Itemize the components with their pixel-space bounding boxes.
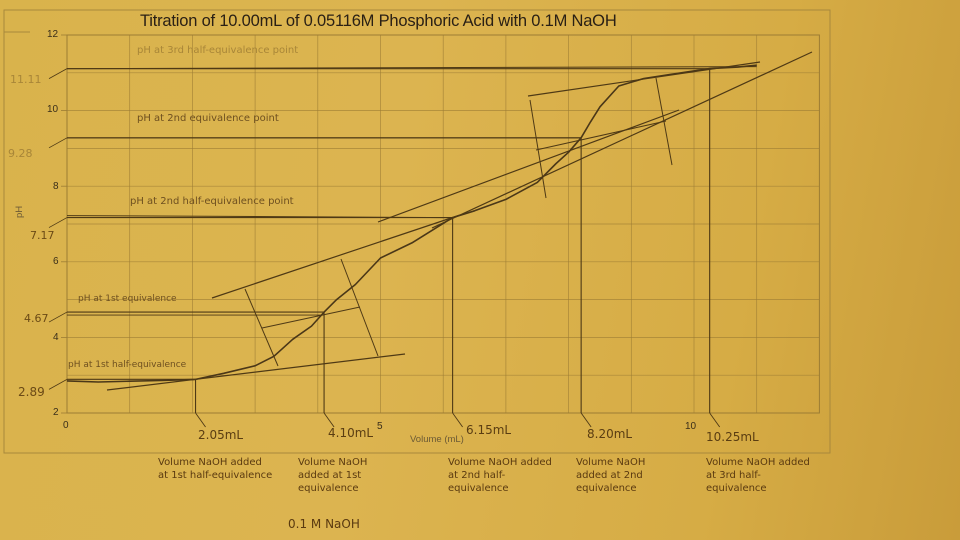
y-tick-8: 8: [53, 181, 59, 192]
x-axis-title: Volume (mL): [410, 434, 464, 445]
bottom-caption: 0.1 M NaOH: [288, 517, 360, 531]
label-first-half-equivalence: pH at 1st half-equivalence: [68, 360, 187, 370]
x-tick-10: 10: [685, 421, 697, 432]
label-first-equivalence: pH at 1st equivalence: [78, 294, 177, 304]
y-annotation-9-28: 9.28: [8, 147, 33, 160]
y-tick-10: 10: [47, 104, 59, 115]
label-second-equivalence: pH at 2nd equivalence point: [137, 113, 279, 124]
x-annotation-6-15: 6.15mL: [466, 423, 512, 437]
x-tick-0: 0: [63, 420, 69, 431]
y-tick-6: 6: [53, 256, 59, 267]
label-second-half-equivalence: pH at 2nd half-equivalence point: [130, 196, 294, 207]
y-annotation-2-89: 2.89: [18, 385, 45, 399]
y-axis-title: pH: [14, 205, 25, 218]
y-annotation-11-11: 11.11: [10, 73, 42, 86]
y-tick-12: 12: [47, 29, 59, 40]
x-annotation-10-25: 10.25mL: [706, 430, 759, 444]
y-annotation-4-67: 4.67: [24, 312, 49, 325]
note-second-equivalence-volume: Volume NaOH added at 2nd equivalence: [576, 457, 646, 494]
label-third-half-equivalence: pH at 3rd half-equivalence point: [137, 45, 299, 56]
note-first-half-equivalence-volume: Volume NaOH added at 1st half-equivalenc…: [158, 457, 273, 481]
x-annotation-8-20: 8.20mL: [587, 427, 633, 441]
x-annotation-2-05: 2.05mL: [198, 428, 244, 442]
note-third-half-equivalence-volume: Volume NaOH added at 3rd half-equivalenc…: [706, 457, 810, 494]
y-tick-2: 2: [53, 407, 59, 418]
note-first-equivalence-volume: Volume NaOH added at 1st equivalence: [298, 457, 368, 494]
y-tick-4: 4: [53, 332, 59, 343]
x-tick-5: 5: [377, 421, 383, 432]
note-second-half-equivalence-volume: Volume NaOH added at 2nd half-equivalenc…: [448, 457, 552, 494]
chart-title: Titration of 10.00mL of 0.05116M Phospho…: [140, 12, 617, 30]
y-annotation-7-17: 7.17: [30, 229, 55, 242]
x-annotation-4-10: 4.10mL: [328, 426, 374, 440]
